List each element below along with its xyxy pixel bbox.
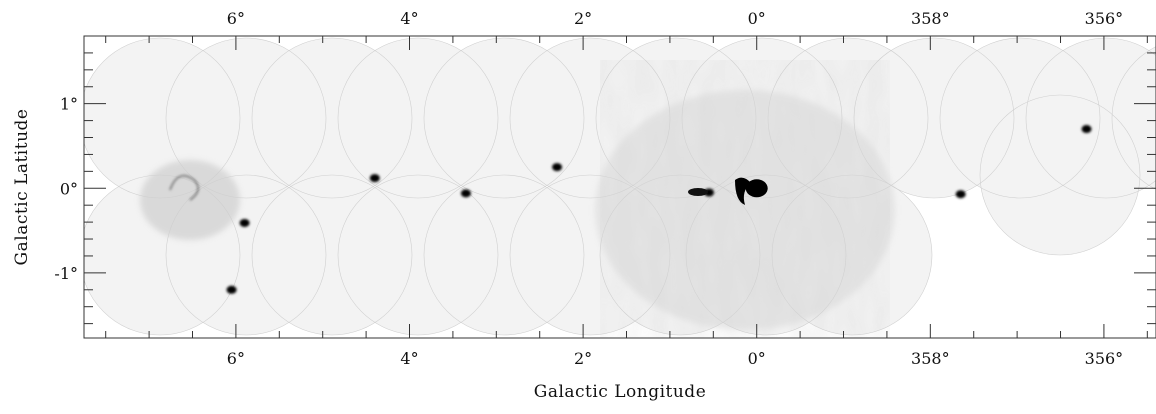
x-tick-label-top: 6°	[227, 9, 245, 28]
x-tick-label-top: 0°	[748, 9, 766, 28]
x-tick-label-top: 356°	[1085, 9, 1124, 28]
pointing-edge	[939, 37, 1101, 199]
y-tick-label: 0°	[60, 179, 78, 198]
y-tick-label: 1°	[60, 95, 78, 114]
pointing-edge	[1111, 46, 1156, 190]
x-tick-label: 356°	[1085, 349, 1124, 368]
radio-arc	[735, 177, 751, 205]
plot-frame	[83, 35, 1156, 339]
x-tick-label-top: 4°	[400, 9, 418, 28]
radio-source	[460, 189, 471, 198]
compact-sources	[226, 125, 1092, 294]
galactic-center-noise-region	[595, 60, 895, 338]
y-axis-label: Galactic Latitude	[12, 109, 32, 266]
x-tick-label: 2°	[574, 349, 592, 368]
pointing-edge	[337, 174, 499, 336]
radio-source	[226, 285, 237, 294]
radio-source	[552, 163, 563, 172]
pointing-edge	[251, 37, 413, 199]
pointing-disk	[980, 95, 1140, 255]
x-axis-ticks: 6° 6° 4° 4° 2° 2° 0° 0° 358° 358° 356° 356°	[105, 9, 1148, 368]
radio-source	[1081, 125, 1092, 134]
radio-source	[955, 190, 966, 199]
x-tick-label: 4°	[400, 349, 418, 368]
plot-area	[84, 37, 1156, 338]
pointing-edge	[165, 174, 327, 336]
radio-source	[688, 188, 708, 196]
y-tick-label: -1°	[54, 264, 78, 283]
x-axis-label: Galactic Longitude	[534, 382, 707, 402]
x-tick-label: 6°	[227, 349, 245, 368]
diffuse-emission-left	[140, 160, 240, 240]
pointing-edge	[1025, 37, 1156, 199]
radio-source	[745, 179, 768, 198]
x-tick-label-top: 2°	[574, 9, 592, 28]
y-axis-ticks: 1° 0° -1°	[54, 52, 1156, 325]
pointing-edge	[423, 37, 585, 199]
x-tick-label-top: 358°	[911, 9, 950, 28]
x-tick-label: 0°	[748, 349, 766, 368]
pointing-edge	[165, 37, 327, 199]
pointing-edge	[337, 37, 499, 199]
x-tick-label: 358°	[911, 349, 950, 368]
radio-source	[369, 174, 380, 183]
pointing-edge	[423, 174, 585, 336]
pointing-edge	[979, 94, 1141, 256]
radio-source	[239, 218, 250, 227]
pointing-edge	[251, 174, 413, 336]
